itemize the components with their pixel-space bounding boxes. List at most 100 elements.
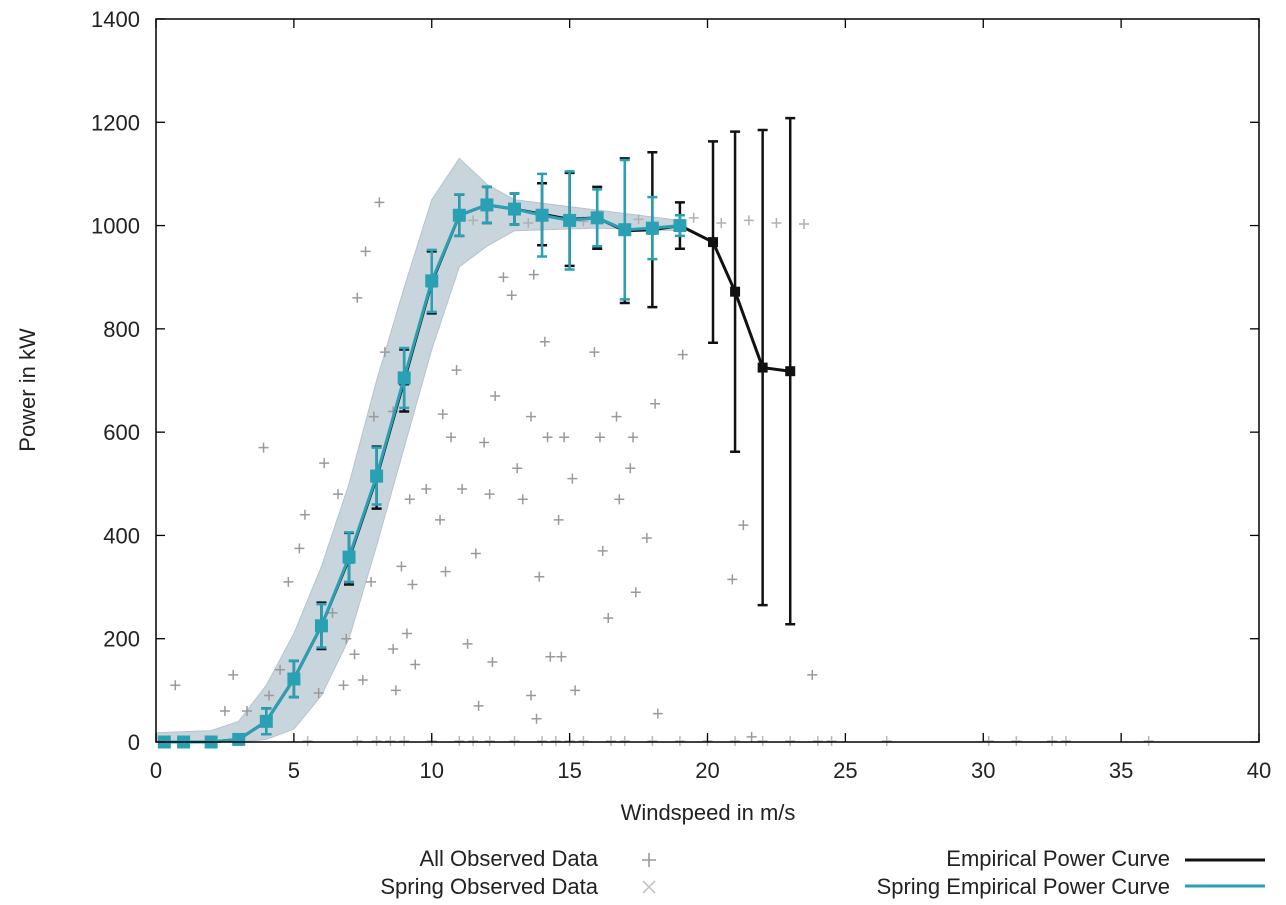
y-tick-label: 1000 [91, 214, 140, 239]
legend-item-all-observed: All Observed Data [419, 846, 656, 871]
legend-cross-marker [642, 880, 656, 894]
observed-point [374, 197, 385, 208]
data-point [645, 221, 659, 235]
observed-point [757, 736, 768, 746]
observed-point [484, 489, 495, 500]
observed-point [597, 545, 608, 556]
observed-point [570, 685, 581, 696]
observed-point [578, 736, 589, 746]
observed-point [327, 607, 338, 618]
observed-point [534, 571, 545, 582]
observed-point [440, 566, 451, 577]
observed-point [528, 269, 539, 280]
y-axis-label: Power in kW [15, 328, 40, 452]
observed-point [545, 651, 556, 662]
observed-point [688, 212, 699, 223]
observed-point [1060, 736, 1071, 746]
observed-point [553, 514, 564, 525]
observed-point [619, 736, 630, 746]
observed-point [421, 483, 432, 494]
legend-label: Spring Observed Data [380, 874, 598, 899]
observed-point [283, 576, 294, 587]
observed-point [641, 533, 652, 544]
observed-point [738, 520, 749, 531]
legend-label: Empirical Power Curve [946, 846, 1170, 871]
observed-point [603, 613, 614, 624]
observed-point [473, 700, 484, 711]
observed-point [299, 509, 310, 520]
observed-point [614, 494, 625, 505]
data-point [314, 619, 328, 633]
observed-point [368, 411, 379, 422]
observed-point [1047, 736, 1058, 746]
observed-point [983, 736, 994, 746]
observed-point [352, 292, 363, 303]
observed-point [498, 272, 509, 283]
data-point [785, 366, 796, 377]
data-point [452, 208, 466, 222]
observed-point [468, 215, 479, 226]
y-tick-label: 1400 [91, 7, 140, 32]
observed-point [401, 628, 412, 639]
observed-point [526, 411, 537, 422]
observed-point [512, 463, 523, 474]
observed-point [404, 494, 415, 505]
observed-point [457, 483, 468, 494]
data-point [480, 198, 494, 212]
observed-point [537, 736, 548, 746]
observed-point [674, 736, 685, 746]
data-point [757, 362, 768, 373]
observed-point [313, 687, 324, 698]
observed-point [241, 706, 252, 717]
x-axis-label: Windspeed in m/s [621, 800, 796, 825]
observed-point [625, 463, 636, 474]
observed-point [371, 736, 382, 746]
legend: All Observed Data Spring Observed Data E… [380, 846, 1265, 899]
observed-point [338, 680, 349, 691]
observed-point [589, 347, 600, 358]
observed-point [294, 543, 305, 554]
observed-point [812, 736, 823, 746]
observed-point [605, 736, 616, 746]
data-point [232, 732, 246, 746]
observed-point [410, 659, 421, 670]
observed-point [487, 656, 498, 667]
x-tick-label: 0 [150, 758, 162, 783]
observed-point [650, 398, 661, 409]
axes: 0 5 10 15 20 25 30 35 40020040060080010001200140… [91, 7, 1271, 783]
legend-label: All Observed Data [419, 846, 598, 871]
observed-point [396, 561, 407, 572]
data-point [590, 211, 604, 225]
observed-point [628, 432, 639, 443]
observed-point [550, 736, 561, 746]
observed-point [360, 246, 371, 257]
observed-point [743, 215, 754, 226]
y-tick-label: 1200 [91, 110, 140, 135]
observed-point [302, 736, 313, 746]
x-tick-label: 15 [557, 758, 581, 783]
observed-point [484, 736, 495, 746]
y-tick-label: 200 [103, 627, 140, 652]
y-tick-label: 800 [103, 317, 140, 342]
observed-point [785, 736, 796, 746]
observed-point [446, 432, 457, 443]
observed-point [716, 217, 727, 228]
legend-item-spring-observed: Spring Observed Data [380, 874, 656, 899]
observed-point [730, 736, 741, 746]
data-point [370, 469, 384, 483]
observed-point [542, 432, 553, 443]
observed-point [771, 217, 782, 228]
observed-point [826, 736, 837, 746]
data-point [673, 219, 687, 233]
x-tick-label: 30 [971, 758, 995, 783]
data-point [397, 371, 411, 385]
legend-item-spring-empirical: Spring Empirical Power Curve [877, 874, 1265, 899]
observed-point [332, 489, 343, 500]
observed-point [881, 736, 892, 746]
observed-point [479, 437, 490, 448]
observed-point [390, 685, 401, 696]
observed-point [258, 442, 269, 453]
data-point [342, 550, 356, 564]
observed-point [1143, 736, 1154, 746]
